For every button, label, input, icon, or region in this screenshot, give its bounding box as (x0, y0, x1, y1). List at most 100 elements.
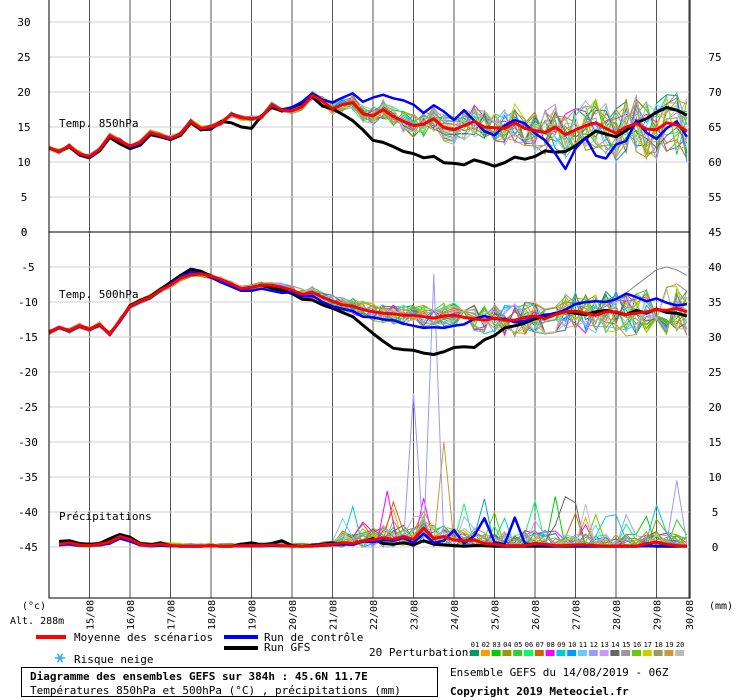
left-unit-label: (°c) (22, 601, 46, 612)
perturbation-number: 19 (665, 641, 673, 649)
perturbation-number: 16 (633, 641, 641, 649)
date-label: 29/08 (653, 600, 664, 630)
perturbation-swatch (610, 650, 620, 656)
tick-label-850: 30 (17, 16, 30, 29)
date-label: 21/08 (329, 600, 340, 630)
perturbation-number: 18 (654, 641, 662, 649)
perturbation-line-500 (615, 266, 688, 301)
date-label: 30/08 (685, 600, 696, 630)
perturbation-number: 13 (600, 641, 608, 649)
date-label: 23/08 (410, 600, 421, 630)
perturbation-swatch (480, 650, 490, 656)
perturbation-line-500 (48, 274, 688, 337)
footer-title: Diagramme des ensembles GEFS sur 384h : … (30, 670, 368, 683)
date-label: 24/08 (450, 600, 461, 630)
date-label: 19/08 (248, 600, 259, 630)
t850-mean-line (48, 94, 688, 158)
precip-mean-line (58, 526, 688, 548)
tick-label-500: -20 (18, 366, 38, 379)
tick-label-500: -30 (18, 436, 38, 449)
date-label: 17/08 (167, 600, 178, 630)
perturbation-number: 15 (622, 641, 630, 649)
tick-label-850: 15 (17, 121, 30, 134)
perturbation-spike (666, 480, 688, 544)
perturbation-swatch (567, 650, 577, 656)
tick-label-mm: 45 (708, 226, 721, 239)
main-series-lines (48, 92, 688, 548)
date-label: 16/08 (126, 600, 137, 630)
altitude-label: Alt. 288m (10, 616, 64, 627)
tick-label-500: -25 (18, 401, 38, 414)
chart-frames (48, 0, 691, 599)
tick-label-850: 0 (21, 226, 28, 239)
perturbation-swatch (513, 650, 523, 656)
perturbation-swatch (524, 650, 533, 656)
perturbation-number: 05 (514, 641, 522, 649)
panel-label-precip: Précipitations (59, 510, 152, 523)
perturbation-swatch (664, 650, 674, 656)
tick-label-mm: 10 (708, 471, 721, 484)
perturbation-number: 02 (482, 641, 490, 649)
panel-label-850: Temp. 850hPa (59, 117, 138, 130)
tick-label-500: -15 (18, 331, 38, 344)
ensemble-source: Ensemble GEFS du 14/08/2019 - 06Z (450, 666, 669, 679)
date-label: 27/08 (572, 600, 583, 630)
tick-label-500: -10 (18, 296, 38, 309)
perturbation-swatch (599, 650, 609, 656)
perturbation-swatch (588, 650, 598, 656)
perturbation-swatch (642, 650, 652, 656)
tick-label-850-right: 65 (708, 121, 721, 134)
perturbation-swatch (534, 650, 544, 656)
perturbation-spike (376, 490, 398, 544)
tick-label-mm: 35 (708, 296, 721, 309)
perturbation-lines (48, 90, 688, 549)
date-label: 20/08 (288, 600, 299, 630)
tick-label-mm: 30 (708, 331, 721, 344)
perturbation-number: 03 (492, 641, 500, 649)
legend-label-control: Run de contrôle (264, 631, 363, 644)
tick-label-mm: 40 (708, 261, 721, 274)
perturbation-number: 12 (590, 641, 598, 649)
date-label: 18/08 (207, 600, 218, 630)
legend-label-perturbations: 20 Perturbations (369, 646, 475, 659)
tick-label-850-right: 75 (708, 51, 721, 64)
tick-label-500: -40 (18, 506, 38, 519)
perturbation-spike (433, 441, 455, 544)
perturbation-swatch (653, 650, 663, 656)
panel-label-500: Temp. 500hPa (59, 288, 138, 301)
perturbation-swatch (632, 650, 641, 656)
perturbation-swatch (545, 650, 555, 656)
tick-label-850-right: 60 (708, 156, 721, 169)
tick-label-850: 5 (21, 191, 28, 204)
tick-label-500: -45 (18, 541, 38, 554)
date-label: 22/08 (369, 600, 380, 630)
perturbation-number: 11 (579, 641, 587, 649)
legend-label-gfs: Run GFS (264, 641, 310, 654)
date-label: 25/08 (491, 600, 502, 630)
perturbation-number: 17 (644, 641, 652, 649)
tick-label-mm: 25 (708, 366, 721, 379)
perturbation-number: 06 (525, 641, 533, 649)
date-label: 28/08 (612, 600, 623, 630)
date-label: 26/08 (531, 600, 542, 630)
perturbation-spike (423, 273, 445, 544)
footer-box: Diagramme des ensembles GEFS sur 384h : … (21, 667, 438, 697)
tick-label-mm: 0 (712, 541, 719, 554)
right-unit-label: (mm) (709, 601, 733, 612)
axis-labels: 0 5 10 15 20 25 30 55 60 65 70 75 0 -45 -40 -35 -30 -25 -2… (10, 16, 733, 630)
panel-frame-500 (48, 231, 691, 599)
tick-label-mm: 5 (712, 506, 719, 519)
perturbation-number: 09 (557, 641, 565, 649)
snowflake-icon (55, 653, 65, 663)
tick-label-mm: 20 (708, 401, 721, 414)
tick-label-500: -5 (21, 261, 34, 274)
perturbation-number: 20 (676, 641, 684, 649)
perturbation-swatch (621, 650, 631, 656)
tick-label-850-right: 70 (708, 86, 721, 99)
perturbation-spike (402, 392, 425, 544)
perturbation-number: 04 (503, 641, 511, 649)
perturbation-number: 01 (471, 641, 479, 649)
perturbation-number: 07 (536, 641, 544, 649)
tick-label-850: 0 (21, 226, 28, 239)
